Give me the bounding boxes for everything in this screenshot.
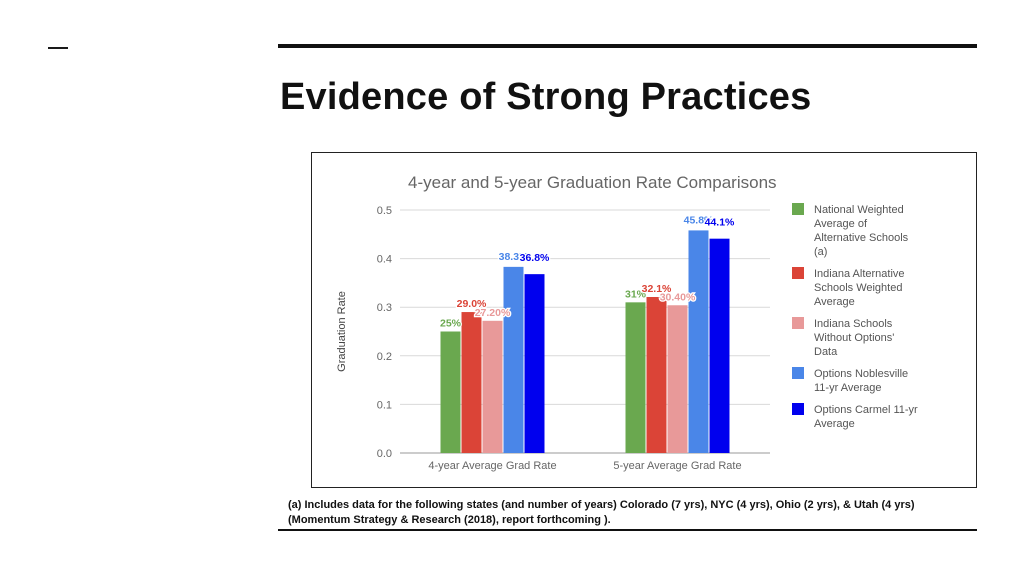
data-label: 25% [440, 318, 462, 330]
top-rule [278, 44, 977, 48]
bar [667, 305, 688, 453]
x-tick-label: 5-year Average Grad Rate [613, 460, 741, 472]
y-tick-label: 0.1 [377, 399, 392, 411]
data-label: 38.3% [499, 251, 529, 263]
data-label: 45.8% [684, 214, 714, 226]
y-tick-label: 0.4 [377, 254, 392, 266]
legend-label: Indiana Schools Without Options' Data [814, 318, 894, 358]
bottom-rule [278, 529, 977, 531]
y-tick-label: 0.5 [377, 205, 392, 217]
bar [440, 331, 461, 453]
bar [524, 274, 545, 453]
data-label: 29.0% [457, 298, 487, 310]
chart-frame: 4-year and 5-year Graduation Rate Compar… [311, 152, 977, 488]
y-tick-label: 0.2 [377, 351, 392, 363]
legend-label: Indiana Alternative Schools Weighted Avera… [814, 268, 905, 308]
bar-chart: 4-year and 5-year Graduation Rate Compar… [336, 173, 918, 472]
bar [503, 266, 524, 453]
legend-swatch [792, 203, 804, 215]
legend-label: Options Carmel 11-yr Average [814, 404, 918, 430]
legend-swatch [792, 267, 804, 279]
y-tick-label: 0.0 [377, 448, 392, 460]
data-label: 32.1% [642, 283, 672, 295]
data-label: 44.1% [705, 217, 735, 229]
corner-dash [48, 47, 68, 49]
bar [688, 230, 709, 453]
bar [461, 312, 482, 453]
legend-swatch [792, 367, 804, 379]
footnote: (a) Includes data for the following stat… [288, 499, 915, 526]
data-label: 27.20% [475, 307, 511, 319]
slide-title: Evidence of Strong Practices [280, 76, 812, 118]
bar [625, 302, 646, 453]
legend-label: Options Noblesville 11-yr Average [814, 368, 908, 394]
data-label: 31% [625, 288, 647, 300]
legend-swatch [792, 317, 804, 329]
legend-swatch [792, 403, 804, 415]
chart-title: 4-year and 5-year Graduation Rate Compar… [408, 173, 777, 192]
data-label: 36.8% [520, 252, 550, 264]
legend-label: National Weighted Average of Alternative S… [814, 204, 909, 258]
bar [646, 296, 667, 453]
bar [709, 238, 730, 453]
data-label: 30.40% [660, 291, 696, 303]
bar [482, 320, 503, 453]
x-tick-label: 4-year Average Grad Rate [428, 460, 556, 472]
y-axis-label: Graduation Rate [336, 291, 348, 372]
y-tick-label: 0.3 [377, 302, 392, 314]
